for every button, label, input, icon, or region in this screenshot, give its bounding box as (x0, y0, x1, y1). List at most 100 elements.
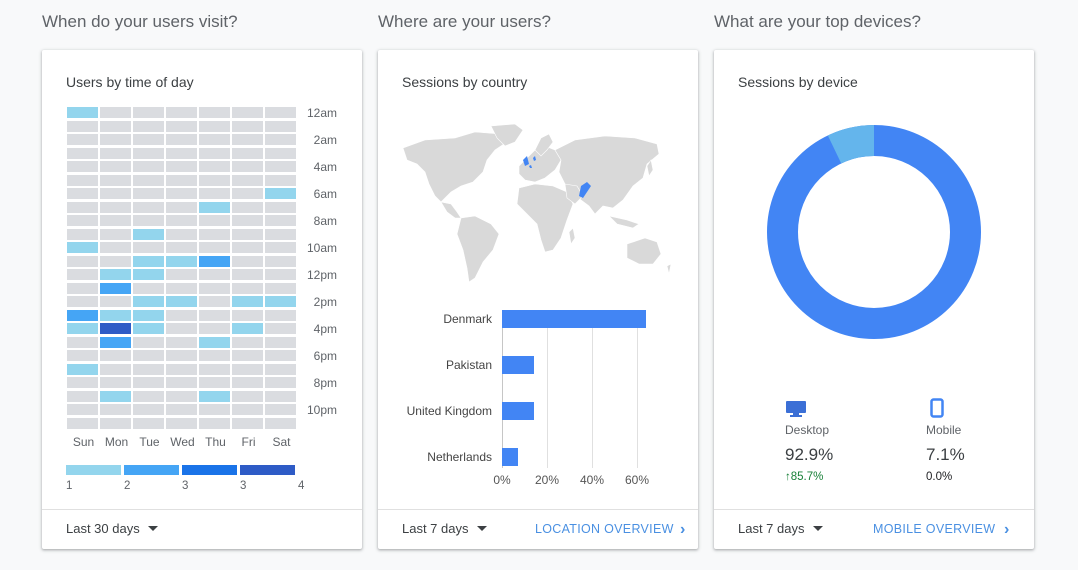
heatmap-cell[interactable] (133, 363, 164, 375)
heatmap-cell[interactable] (232, 282, 263, 294)
heatmap-cell[interactable] (67, 377, 98, 388)
heatmap-cell[interactable] (166, 309, 197, 321)
heatmap-cell[interactable] (199, 161, 230, 172)
heatmap-cell[interactable] (232, 417, 263, 429)
heatmap-cell[interactable] (232, 188, 263, 199)
heatmap-cell[interactable] (166, 107, 197, 118)
heatmap-cell[interactable] (67, 228, 98, 240)
heatmap-cell[interactable] (166, 120, 197, 132)
heatmap-cell[interactable] (199, 228, 230, 240)
heatmap-cell[interactable] (67, 188, 98, 199)
heatmap-cell[interactable] (133, 336, 164, 348)
heatmap-cell[interactable] (265, 215, 296, 226)
heatmap-cell[interactable] (199, 201, 230, 213)
heatmap-cell[interactable] (232, 336, 263, 348)
donut-segment-mobile[interactable] (767, 125, 981, 339)
heatmap-cell[interactable] (265, 323, 296, 334)
heatmap-cell[interactable] (232, 174, 263, 186)
heatmap-cell[interactable] (67, 201, 98, 213)
bar[interactable] (502, 402, 534, 420)
heatmap-cell[interactable] (133, 161, 164, 172)
heatmap-cell[interactable] (67, 215, 98, 226)
heatmap-cell[interactable] (166, 390, 197, 402)
heatmap-cell[interactable] (199, 296, 230, 307)
heatmap-cell[interactable] (133, 309, 164, 321)
heatmap-cell[interactable] (232, 350, 263, 361)
heatmap-cell[interactable] (133, 417, 164, 429)
heatmap-cell[interactable] (100, 255, 131, 267)
heatmap-cell[interactable] (133, 390, 164, 402)
bar[interactable] (502, 356, 534, 374)
heatmap-cell[interactable] (232, 255, 263, 267)
device-donut-chart[interactable] (767, 125, 981, 339)
donut-segment-desktop[interactable] (767, 125, 981, 339)
heatmap-cell[interactable] (133, 377, 164, 388)
heatmap-cell[interactable] (166, 350, 197, 361)
heatmap-cell[interactable] (133, 228, 164, 240)
heatmap-cell[interactable] (67, 282, 98, 294)
heatmap-cell[interactable] (166, 323, 197, 334)
heatmap-cell[interactable] (199, 242, 230, 253)
heatmap-cell[interactable] (199, 282, 230, 294)
heatmap-cell[interactable] (133, 174, 164, 186)
heatmap-cell[interactable] (199, 215, 230, 226)
heatmap-cell[interactable] (100, 417, 131, 429)
heatmap-cell[interactable] (232, 269, 263, 280)
heatmap-cell[interactable] (67, 134, 98, 145)
heatmap-cell[interactable] (133, 242, 164, 253)
chevron-right-icon[interactable]: › (680, 521, 686, 538)
heatmap-cell[interactable] (265, 107, 296, 118)
chevron-right-icon[interactable]: › (1004, 521, 1010, 538)
heatmap-cell[interactable] (232, 107, 263, 118)
heatmap-cell[interactable] (67, 107, 98, 118)
heatmap-cell[interactable] (166, 417, 197, 429)
heatmap-cell[interactable] (100, 107, 131, 118)
heatmap-cell[interactable] (232, 377, 263, 388)
heatmap-cell[interactable] (232, 242, 263, 253)
heatmap-cell[interactable] (166, 296, 197, 307)
heatmap-cell[interactable] (133, 215, 164, 226)
heatmap-cell[interactable] (100, 309, 131, 321)
heatmap-cell[interactable] (100, 363, 131, 375)
heatmap-cell[interactable] (166, 174, 197, 186)
heatmap-cell[interactable] (100, 147, 131, 159)
heatmap-cell[interactable] (100, 120, 131, 132)
heatmap-cell[interactable] (100, 201, 131, 213)
heatmap-cell[interactable] (199, 188, 230, 199)
heatmap-cell[interactable] (199, 417, 230, 429)
heatmap-cell[interactable] (67, 323, 98, 334)
heatmap-cell[interactable] (199, 107, 230, 118)
heatmap-cell[interactable] (199, 377, 230, 388)
heatmap-cell[interactable] (265, 390, 296, 402)
heatmap-cell[interactable] (100, 134, 131, 145)
date-range-dropdown[interactable]: Last 7 days (738, 521, 823, 536)
heatmap-cell[interactable] (199, 350, 230, 361)
heatmap-cell[interactable] (100, 242, 131, 253)
heatmap-cell[interactable] (67, 242, 98, 253)
heatmap-cell[interactable] (232, 147, 263, 159)
heatmap-cell[interactable] (166, 363, 197, 375)
heatmap-cell[interactable] (265, 255, 296, 267)
heatmap-cell[interactable] (133, 282, 164, 294)
heatmap-cell[interactable] (232, 201, 263, 213)
heatmap-cell[interactable] (100, 188, 131, 199)
heatmap-cell[interactable] (265, 377, 296, 388)
heatmap-cell[interactable] (100, 282, 131, 294)
heatmap-cell[interactable] (166, 134, 197, 145)
bar[interactable] (502, 448, 518, 466)
heatmap-cell[interactable] (166, 215, 197, 226)
heatmap-cell[interactable] (265, 404, 296, 415)
heatmap-cell[interactable] (199, 323, 230, 334)
heatmap-cell[interactable] (265, 228, 296, 240)
heatmap-cell[interactable] (232, 228, 263, 240)
heatmap-cell[interactable] (133, 269, 164, 280)
heatmap-cell[interactable] (67, 309, 98, 321)
heatmap-cell[interactable] (166, 161, 197, 172)
heatmap-cell[interactable] (67, 350, 98, 361)
heatmap-cell[interactable] (265, 350, 296, 361)
heatmap-cell[interactable] (199, 404, 230, 415)
location-overview-link[interactable]: LOCATION OVERVIEW (535, 522, 674, 536)
heatmap-cell[interactable] (67, 255, 98, 267)
heatmap-cell[interactable] (199, 390, 230, 402)
heatmap-cell[interactable] (133, 323, 164, 334)
